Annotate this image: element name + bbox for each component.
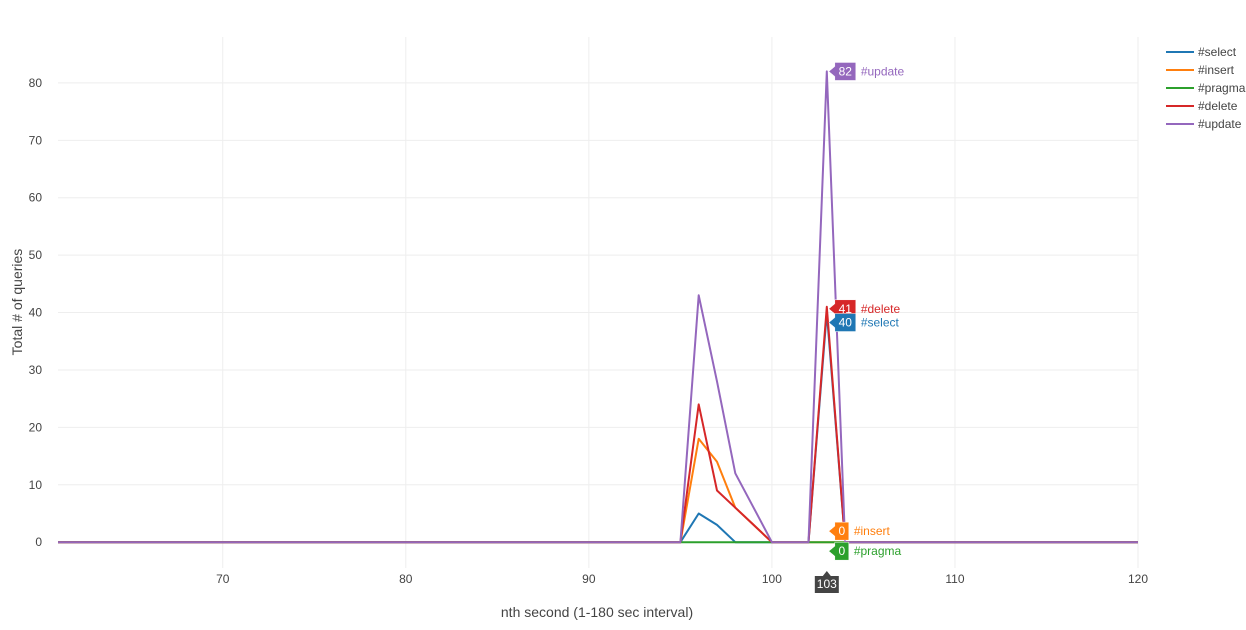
hover-label-insert: 0 #insert	[828, 521, 891, 541]
hover-label-bg	[828, 521, 850, 541]
legend-item-insert[interactable]: #insert	[1166, 63, 1235, 77]
grid	[58, 37, 1139, 568]
hover-value: 0	[838, 544, 845, 558]
x-axis-title: nth second (1-180 sec interval)	[501, 604, 693, 620]
x-tick-label: 100	[762, 572, 782, 586]
legend[interactable]: #select #insert #pragma #delete #update	[1166, 45, 1246, 131]
legend-item-select[interactable]: #select	[1166, 45, 1237, 59]
x-tick-label: 80	[399, 572, 413, 586]
x-tick-label: 120	[1128, 572, 1148, 586]
y-tick-label: 80	[29, 76, 43, 90]
series-line-update	[58, 70, 1138, 544]
series-line-insert	[58, 437, 1138, 544]
legend-label: #select	[1198, 45, 1237, 59]
legend-label: #delete	[1198, 99, 1238, 113]
x-tick-label: 110	[945, 572, 964, 586]
series-lines	[58, 70, 1138, 544]
hover-value: 41	[839, 302, 853, 316]
y-tick-label: 20	[29, 420, 43, 434]
legend-label: #pragma	[1198, 81, 1246, 95]
legend-label: #update	[1198, 117, 1242, 131]
y-tick-label: 0	[35, 535, 42, 549]
x-tick-label: 70	[216, 572, 230, 586]
hover-label-update: 82 #update	[828, 62, 905, 81]
hover-value: 0	[838, 524, 845, 538]
hover-label-pragma: 0 #pragma	[828, 541, 902, 561]
hover-value: 82	[839, 64, 853, 78]
y-tick-label: 50	[29, 248, 43, 262]
hover-series-name: #delete	[861, 302, 901, 316]
hover-series-name: #update	[861, 64, 905, 78]
y-tick-label: 60	[29, 191, 43, 205]
y-tick-label: 10	[29, 478, 43, 492]
x-tick-label: 90	[582, 572, 596, 586]
y-axis-title: Total # of queries	[9, 249, 25, 356]
series-line-delete	[58, 305, 1138, 544]
hover-series-name: #pragma	[854, 544, 902, 558]
hover-x-badge: 103	[814, 571, 839, 593]
hover-label-select: 40 #select	[828, 313, 900, 332]
hover-value: 40	[839, 316, 853, 330]
y-tick-label: 30	[29, 363, 43, 377]
legend-item-pragma[interactable]: #pragma	[1166, 81, 1246, 95]
legend-item-delete[interactable]: #delete	[1166, 99, 1238, 113]
hover-series-name: #insert	[854, 524, 891, 538]
y-tick-label: 70	[29, 133, 43, 147]
hover-x-value: 103	[817, 577, 837, 591]
hover-label-bg	[828, 313, 857, 332]
axis-ticks: 0 10 20 30 40 50 60 70 80 70 80 90 100 110 120	[29, 76, 1149, 586]
legend-label: #insert	[1198, 63, 1235, 77]
hover-x-badge-bg	[814, 571, 839, 593]
legend-item-update[interactable]: #update	[1166, 117, 1242, 131]
hover-series-name: #select	[861, 316, 900, 330]
hover-tooltips: 103 82 #update 41 #delete 40 #select 0 #insert 0 #…	[814, 62, 905, 593]
y-tick-label: 40	[29, 306, 43, 320]
hover-label-bg	[828, 62, 857, 81]
hover-label-bg	[828, 541, 850, 561]
